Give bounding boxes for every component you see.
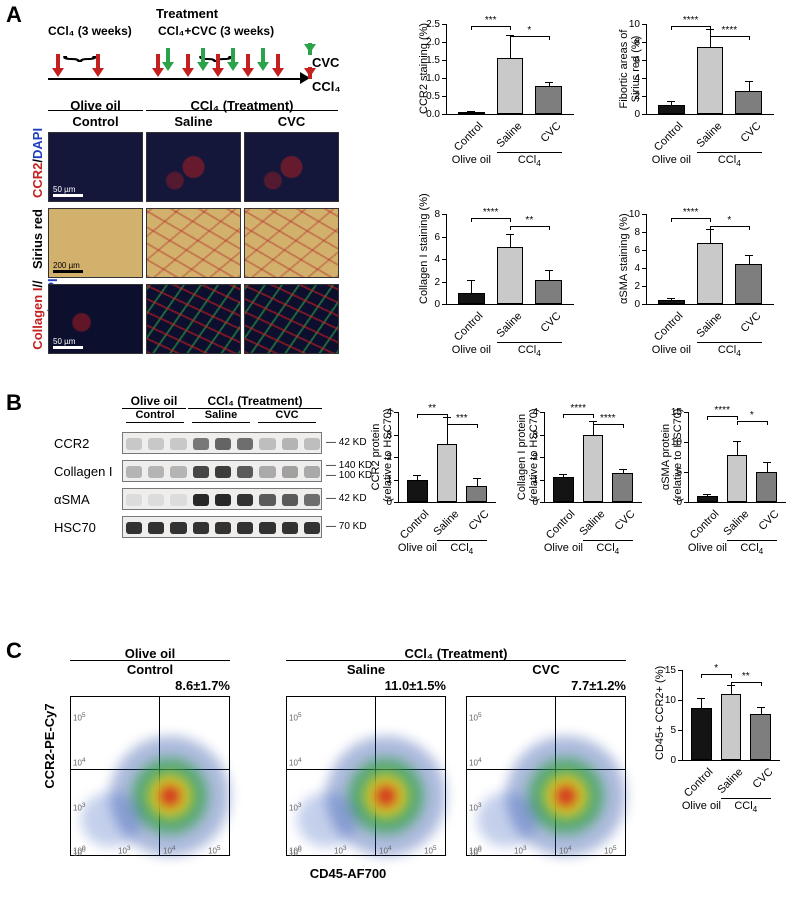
chart-sirius-red-area: Fibortic areas ofSirius red (%)0246810Co… — [610, 4, 780, 176]
flow-x-label: CD45-AF700 — [70, 866, 626, 881]
flow-col-saline: Saline — [286, 662, 446, 677]
treatment-schematic: Treatment CCl₄ (3 weeks) CCl₄+CVC (3 wee… — [48, 8, 348, 100]
blot-col-saline: Saline — [188, 409, 254, 421]
panel-c-label: C — [6, 638, 22, 664]
chart-asma-protein: αSMA protein(relative to HSC70)051015Con… — [652, 392, 792, 564]
micrograph-r1-c1 — [146, 208, 241, 278]
legend-ccl4: CCl₄ — [308, 64, 348, 94]
micrograph-r0-c0: 50 µm — [48, 132, 143, 202]
flow-hdr-left: Olive oil — [70, 646, 230, 661]
grid-col-cvc: CVC — [244, 114, 339, 129]
blot-col-control: Control — [122, 409, 188, 421]
flow-y-label: CCR2-PE-Cy7 — [42, 666, 57, 826]
panel-b-label: B — [6, 390, 22, 416]
micrograph-r2-c2 — [244, 284, 339, 354]
blot-hdr-right: CCl₄ (Treatment) — [188, 394, 322, 408]
blot-αsma: αSMA— 42 KD — [54, 486, 367, 512]
blot-hdr-left: Olive oil — [122, 394, 186, 408]
micrograph-r0-c1 — [146, 132, 241, 202]
chart-ccr2-protein: CCR2 protein(relative to HSC70)01234Cont… — [362, 392, 502, 564]
flow-plot-control: 100100103103104104105105 — [70, 696, 230, 856]
blot-collageni: Collagen I— 140 KD— 100 KD — [54, 458, 372, 484]
row-label-0: CCR2/DAPI — [30, 128, 45, 198]
flow-pct-2: 7.7±1.2% — [466, 678, 626, 693]
row-label-1: Sirius red — [30, 204, 45, 274]
micrograph-r2-c1 — [146, 284, 241, 354]
flow-pct-0: 8.6±1.7% — [70, 678, 230, 693]
schematic-title: Treatment — [156, 6, 218, 21]
flow-hdr-right: CCl₄ (Treatment) — [286, 646, 626, 661]
grid-col-saline: Saline — [146, 114, 241, 129]
micrograph-r1-c2 — [244, 208, 339, 278]
blot-col-cvc: CVC — [254, 409, 320, 421]
flow-pct-1: 11.0±1.5% — [286, 678, 446, 693]
chart-asma-staining: αSMA staining (%)0246810ControlSalineCVC… — [610, 194, 780, 366]
flow-col-control: Control — [70, 662, 230, 677]
flow-plot-saline: 100100103103104104105105 — [286, 696, 446, 856]
chart-cd45-ccr2: CD45+ CCR2+ (%)051015ControlSalineCVC***… — [646, 650, 786, 822]
chart-collageni-protein: Collagen I protein(relative to HSC70)012… — [508, 392, 648, 564]
micrograph-r0-c2 — [244, 132, 339, 202]
blot-ccr2: CCR2— 42 KD — [54, 430, 367, 456]
blot-hsc70: HSC70— 70 KD — [54, 514, 367, 540]
chart-ccr2-staining: CCR2 staining (%)0.00.51.01.52.02.5Contr… — [410, 4, 580, 176]
panel-a-label: A — [6, 2, 22, 28]
grid-col-control: Control — [48, 114, 143, 129]
chart-collageni-staining: Collagen I staining (%)02468ControlSalin… — [410, 194, 580, 366]
micrograph-r2-c0: 50 µm — [48, 284, 143, 354]
flow-plot-cvc: 100100103103104104105105 — [466, 696, 626, 856]
flow-col-cvc: CVC — [466, 662, 626, 677]
micrograph-r1-c0: 200 µm — [48, 208, 143, 278]
